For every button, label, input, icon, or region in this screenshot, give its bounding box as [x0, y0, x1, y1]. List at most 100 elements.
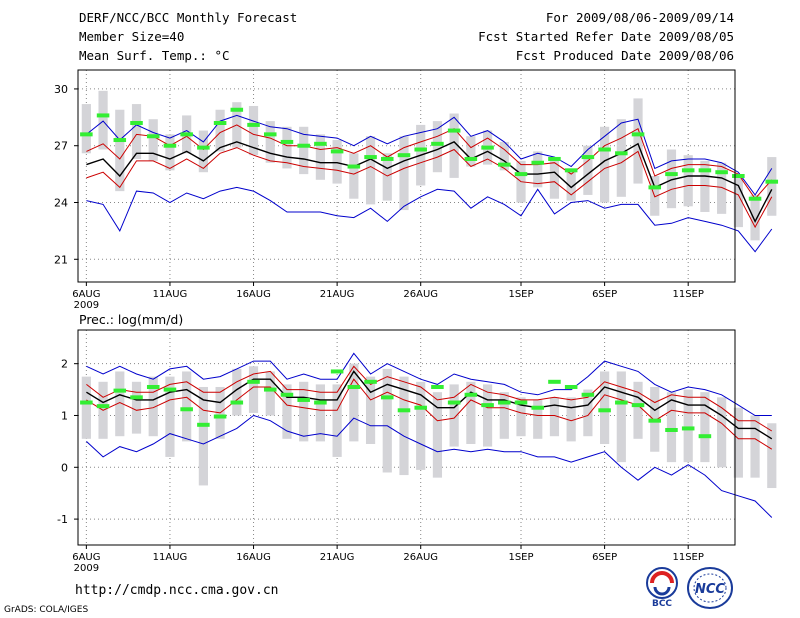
spread-box [148, 119, 158, 161]
observed-marker [581, 155, 595, 160]
observed-marker [464, 156, 478, 161]
observed-marker [464, 392, 478, 397]
ncc-logo-text: NCC [695, 582, 725, 597]
spread-box [148, 376, 158, 437]
x-tick-label: 11SEP [672, 289, 703, 300]
observed-marker [330, 369, 344, 374]
spread-box [549, 157, 560, 199]
x-tick-label: 6AUG [72, 289, 100, 300]
spread-box [432, 121, 443, 173]
x-tick-label: 1SEP [508, 552, 533, 563]
spread-box [131, 104, 142, 159]
spread-box [215, 386, 225, 439]
observed-marker [481, 403, 494, 408]
observed-marker [263, 387, 277, 392]
spread-box [282, 126, 292, 169]
spread-box [700, 160, 710, 212]
series-line-mean-sd [86, 378, 773, 450]
observed-marker [80, 132, 93, 137]
observed-marker [247, 122, 260, 127]
y-tick-label: 0 [61, 461, 68, 474]
x-tick-label: 6SEP [592, 552, 617, 563]
variable-label: Mean Surf. Temp.: °C [79, 48, 230, 63]
spread-box [81, 376, 91, 439]
observed-marker [765, 179, 779, 184]
spread-box [516, 160, 526, 203]
spread-box [449, 113, 459, 178]
observed-marker [213, 121, 227, 125]
spread-box [365, 136, 376, 205]
spread-box [750, 194, 760, 241]
observed-marker [481, 145, 494, 150]
spread-box [733, 407, 743, 478]
spread-box [750, 415, 760, 478]
series-line-mean [86, 141, 773, 223]
spread-box [416, 124, 426, 186]
spread-box [633, 98, 643, 184]
series-line-ensemble-max [86, 114, 773, 196]
x-tick-label: 6AUG [72, 552, 100, 563]
spread-box [566, 168, 576, 201]
observed-marker [180, 132, 193, 137]
spread-box [700, 392, 710, 463]
observed-marker [364, 379, 377, 384]
observed-marker [297, 143, 310, 148]
series-line-ensemble-min [86, 186, 773, 253]
spread-box [482, 130, 493, 165]
observed-marker [531, 160, 545, 165]
observed-marker [180, 407, 193, 412]
spread-box [650, 176, 660, 216]
spread-box [332, 140, 342, 184]
observed-marker [230, 107, 244, 112]
spread-box [349, 363, 359, 442]
series-line-mean-sd [86, 124, 773, 200]
observed-marker [615, 151, 628, 156]
x-tick-label: 11SEP [672, 552, 703, 563]
observed-marker [96, 404, 110, 409]
spread-box [466, 136, 476, 167]
observed-marker [347, 164, 361, 169]
figure-title: DERF/NCC/BCC Monthly Forecast [79, 10, 298, 25]
observed-marker [665, 172, 678, 177]
observed-marker [381, 395, 394, 400]
spread-box [616, 119, 626, 197]
observed-marker [514, 172, 528, 177]
spread-box [683, 389, 693, 463]
observed-marker [414, 147, 427, 152]
spread-box [332, 384, 342, 457]
spread-box [98, 381, 108, 439]
spread-box [349, 153, 359, 199]
observed-marker [263, 132, 277, 137]
produced-date-label: Fcst Produced Date 2009/08/06 [515, 48, 734, 63]
observed-marker [280, 139, 294, 144]
observed-marker [431, 141, 444, 146]
website-url[interactable]: http://cmdp.ncc.cma.gov.cn [75, 583, 279, 598]
series-line-ensemble-max [86, 352, 772, 416]
spread-box [248, 366, 259, 413]
spread-box [399, 136, 409, 211]
observed-marker [431, 384, 444, 389]
observed-marker [648, 418, 662, 423]
spread-box [600, 126, 610, 203]
spread-box [115, 109, 125, 192]
spread-box [499, 141, 509, 171]
observed-marker [297, 397, 310, 402]
spread-box [165, 376, 175, 457]
observed-marker [314, 141, 327, 146]
spread-box [232, 102, 242, 148]
spread-box [265, 371, 275, 416]
spread-box [666, 392, 677, 463]
spread-box [683, 155, 693, 207]
observed-marker [80, 400, 93, 405]
observed-marker [531, 405, 545, 410]
spread-box [566, 397, 576, 442]
x-tick-label: 1SEP [508, 289, 533, 300]
observed-marker [130, 395, 143, 400]
x-tick-label: 16AUG [236, 289, 271, 300]
spread-box [616, 371, 626, 463]
forecast-period-label: For 2009/08/06-2009/09/14 [545, 10, 734, 25]
observed-marker [280, 392, 294, 397]
spread-box [533, 151, 543, 188]
observed-marker [397, 153, 411, 158]
